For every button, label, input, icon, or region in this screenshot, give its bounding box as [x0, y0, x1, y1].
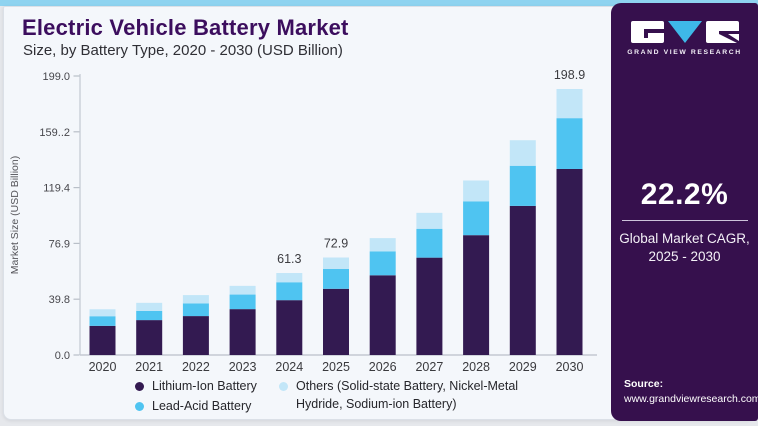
bar-segment-2030: [556, 168, 583, 355]
chart-area: Market Size (USD Billion) 0.0 39.8 76.9 119.…: [0, 62, 611, 380]
legend-item-others: Others (Solid-state Battery, Nickel-Meta…: [279, 378, 554, 413]
bar-segment-2021: [136, 302, 163, 311]
legend-column-2: Others (Solid-state Battery, Nickel-Meta…: [279, 378, 554, 418]
source-url: www.grandviewresearch.com: [624, 393, 758, 406]
y-tick-label: 39.8: [49, 294, 70, 306]
bar-segment-2023: [229, 285, 256, 295]
legend-label: Others (Solid-state Battery, Nickel-Meta…: [296, 379, 519, 411]
bar-total-label: 198.9: [554, 68, 585, 82]
bar-segment-2028: [463, 180, 490, 202]
chart-title: Electric Vehicle Battery Market: [22, 15, 349, 40]
bar-segment-2022: [182, 295, 209, 304]
cagr-value: 22.2%: [640, 178, 729, 211]
bar-segment-2022: [182, 316, 209, 355]
chart-subtitle: Size, by Battery Type, 2020 - 2030 (USD …: [23, 42, 343, 59]
x-category-label: 2022: [182, 360, 210, 374]
bar-segment-2029: [509, 165, 536, 206]
source-label: Source:: [624, 377, 664, 390]
bar-segment-2027: [416, 228, 443, 258]
legend-label: Lithium-Ion Battery: [152, 379, 257, 393]
logo-triangle: [667, 21, 702, 43]
legend-item-lithium-ion: Lithium-Ion Battery: [135, 378, 271, 395]
bar-segment-2025: [323, 288, 349, 355]
x-category-label: 2020: [89, 360, 117, 374]
x-category-label: 2023: [229, 360, 257, 374]
bar-segment-2027: [416, 257, 443, 355]
bar-segment-2026: [369, 251, 396, 276]
bar-segment-2030: [556, 89, 583, 119]
bar-segment-2024: [276, 300, 303, 355]
x-category-label: 2025: [322, 360, 350, 374]
bar-segment-2023: [229, 309, 256, 355]
others-dot-icon: [279, 382, 288, 391]
bar-segment-2028: [463, 201, 490, 236]
bar-segment-2020: [89, 309, 116, 317]
stacked-bar-chart: Market Size (USD Billion) 0.0 39.8 76.9 119.…: [9, 68, 597, 374]
y-axis-title: Market Size (USD Billion): [9, 156, 21, 274]
bar-total-label: 72.9: [324, 237, 348, 251]
y-tick-label: 76.9: [49, 238, 70, 250]
lithium-ion-dot-icon: [135, 382, 144, 391]
legend-item-lead-acid: Lead-Acid Battery: [135, 398, 271, 415]
bar-segment-2021: [136, 310, 163, 321]
chart-legend: Lithium-Ion Battery Lead-Acid Battery Ot…: [135, 378, 554, 418]
legend-column-1: Lithium-Ion Battery Lead-Acid Battery: [135, 378, 271, 418]
top-accent-strip: [0, 0, 758, 6]
cagr-block: 22.2% Global Market CAGR, 2025 - 2030: [611, 178, 758, 266]
bar-segment-2026: [369, 275, 396, 355]
bar-segment-2029: [509, 140, 536, 166]
bar-segment-2028: [463, 235, 490, 355]
cagr-divider: [621, 220, 748, 221]
y-tick-label: 159..2: [39, 127, 70, 139]
cagr-caption-line2: 2025 - 2030: [648, 249, 721, 265]
source-block: Source: www.grandviewresearch.com: [624, 377, 758, 409]
gvr-logo-icon: [630, 21, 739, 44]
cagr-caption-line1: Global Market CAGR,: [619, 231, 750, 246]
bar-segment-2030: [556, 118, 583, 169]
bar-segment-2024: [276, 282, 303, 301]
x-category-label: 2027: [415, 360, 443, 374]
bar-segment-2021: [136, 320, 163, 355]
bar-segment-2029: [509, 205, 536, 355]
bar-segment-2024: [276, 273, 303, 283]
bar-segment-2020: [89, 316, 116, 326]
lead-acid-dot-icon: [135, 401, 144, 411]
x-category-label: 2026: [369, 360, 397, 374]
bar-segment-2025: [323, 269, 349, 289]
bar-segment-2026: [369, 238, 396, 252]
x-category-label: 2021: [135, 360, 163, 374]
bar-segment-2023: [229, 294, 256, 310]
y-tick-label: 199.0: [42, 71, 70, 83]
bar-total-label: 61.3: [277, 252, 301, 266]
bar-segment-2020: [89, 325, 116, 355]
legend-label: Lead-Acid Battery: [152, 398, 252, 413]
bar-segment-2025: [323, 257, 349, 270]
bar-segment-2022: [182, 303, 209, 317]
brand-name: GRAND VIEW RESEARCH: [627, 49, 742, 56]
x-category-label: 2029: [509, 360, 537, 374]
brand-sidebar: GRAND VIEW RESEARCH 22.2% Global Market …: [611, 3, 758, 421]
y-tick-label: 119.4: [43, 183, 70, 195]
x-category-label: 2030: [556, 360, 584, 374]
y-tick-label: 0.0: [55, 350, 70, 362]
x-category-label: 2028: [462, 360, 490, 374]
x-category-label: 2024: [275, 360, 303, 374]
bar-segment-2027: [416, 212, 443, 229]
